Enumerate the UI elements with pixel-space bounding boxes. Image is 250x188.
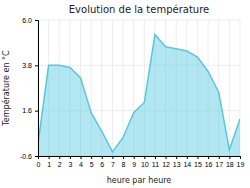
tick-mark xyxy=(35,156,38,157)
tick-mark xyxy=(59,156,60,159)
y-axis-title: Température en °C xyxy=(1,50,11,127)
x-tick: 10 xyxy=(141,156,149,168)
tick-label: 18 xyxy=(226,161,234,168)
tick-mark xyxy=(208,156,209,159)
x-tick: 13 xyxy=(173,156,181,168)
tick-mark xyxy=(123,156,124,159)
tick-mark xyxy=(229,156,230,159)
x-tick: 4 xyxy=(79,156,83,168)
tick-label: 3 xyxy=(68,161,72,168)
tick-label: 9 xyxy=(132,161,136,168)
tick-mark xyxy=(166,156,167,159)
tick-label: 2 xyxy=(58,161,62,168)
grid-line xyxy=(38,65,240,66)
y-tick: 6.0 xyxy=(22,17,38,24)
x-tick: 8 xyxy=(122,156,126,168)
tick-mark xyxy=(112,156,113,159)
area xyxy=(38,34,240,156)
grid xyxy=(38,20,240,156)
tick-mark xyxy=(35,20,38,21)
tick-mark xyxy=(102,156,103,159)
tick-label: 6 xyxy=(100,161,104,168)
tick-mark xyxy=(91,156,92,159)
x-tick: 9 xyxy=(132,156,136,168)
title: Evolution de la température xyxy=(69,4,209,15)
tick-label: 7 xyxy=(111,161,115,168)
x-tick: 7 xyxy=(111,156,115,168)
tick-label: 19 xyxy=(237,161,245,168)
y-tick: 3.8 xyxy=(22,62,38,69)
tick-label: 14 xyxy=(183,161,191,168)
x-tick: 5 xyxy=(90,156,94,168)
tick-mark xyxy=(187,156,188,159)
tick-mark xyxy=(219,156,220,159)
tick-mark xyxy=(70,156,71,159)
tick-label: 5 xyxy=(90,161,94,168)
x-tick: 18 xyxy=(226,156,234,168)
line xyxy=(38,34,240,151)
tick-mark xyxy=(144,156,145,159)
x-tick: 15 xyxy=(194,156,202,168)
tick-mark xyxy=(49,156,50,159)
x-axis: 012345678910111213141516171819 xyxy=(37,156,245,168)
x-tick: 6 xyxy=(100,156,104,168)
tick-mark xyxy=(197,156,198,159)
x-axis-title: heure par heure xyxy=(107,176,172,185)
y-axis: -0.6 1.6 3.8 6.0 xyxy=(20,17,39,160)
x-tick: 1 xyxy=(47,156,51,168)
x-tick: 16 xyxy=(205,156,213,168)
tick-label: 1.6 xyxy=(22,107,32,114)
grid-line xyxy=(38,20,240,21)
tick-mark xyxy=(240,156,241,159)
plot: 012345678910111213141516171819-0.61.63.8… xyxy=(20,17,245,168)
tick-label: 10 xyxy=(141,161,149,168)
x-tick: 14 xyxy=(183,156,191,168)
tick-label: 16 xyxy=(205,161,213,168)
tick-label: 15 xyxy=(194,161,202,168)
tick-mark xyxy=(35,111,38,112)
tick-label: 11 xyxy=(152,161,159,168)
x-tick: 12 xyxy=(162,156,170,168)
axis-line xyxy=(35,21,39,157)
tick-label: 17 xyxy=(215,161,223,168)
tick-label: 0 xyxy=(37,161,41,168)
x-tick: 11 xyxy=(152,156,159,168)
tick-mark xyxy=(155,156,156,159)
tick-label: 6.0 xyxy=(22,17,32,24)
x-tick: 2 xyxy=(58,156,62,168)
x-tick: 19 xyxy=(237,156,245,168)
tick-label: -0.6 xyxy=(20,153,32,160)
y-tick: -0.6 xyxy=(20,153,38,160)
tick-mark xyxy=(35,65,38,66)
x-tick: 0 xyxy=(37,156,41,168)
tick-label: 13 xyxy=(173,161,181,168)
tick-label: 8 xyxy=(122,161,126,168)
tick-label: 3.8 xyxy=(22,62,32,69)
x-tick: 3 xyxy=(68,156,72,168)
tick-mark xyxy=(176,156,177,159)
tick-mark xyxy=(81,156,82,159)
tick-label: 4 xyxy=(79,161,83,168)
y-tick: 1.6 xyxy=(22,107,38,114)
axis-line xyxy=(39,157,241,160)
x-tick: 17 xyxy=(215,156,223,168)
grid-line xyxy=(112,20,113,156)
tick-label: 12 xyxy=(162,161,170,168)
tick-label: 1 xyxy=(47,161,51,168)
grid-line xyxy=(229,20,230,156)
tick-mark xyxy=(134,156,135,159)
chart: 012345678910111213141516171819-0.61.63.8… xyxy=(0,0,250,188)
marks xyxy=(38,34,240,156)
